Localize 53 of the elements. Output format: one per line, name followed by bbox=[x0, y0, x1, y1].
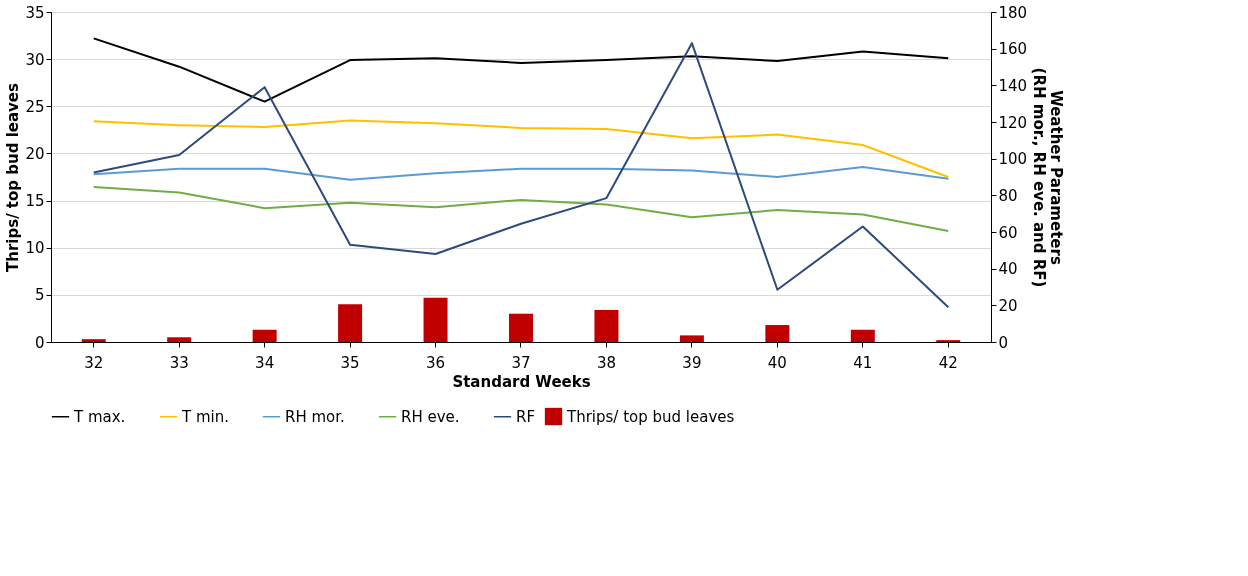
x-tick-label: 39 bbox=[682, 353, 702, 372]
bar bbox=[167, 337, 192, 342]
x-tick-label: 34 bbox=[255, 353, 275, 372]
y2-tick-label: 0 bbox=[998, 333, 1009, 352]
legend-label: Thrips/ top bud leaves bbox=[566, 407, 735, 426]
x-tick-label: 40 bbox=[767, 353, 787, 372]
bar bbox=[252, 329, 277, 342]
x-tick-label: 38 bbox=[596, 353, 616, 372]
x-axis-title: Standard Weeks bbox=[452, 372, 591, 391]
y2-tick-label: 40 bbox=[998, 260, 1018, 279]
y-tick-label: 20 bbox=[25, 144, 45, 163]
x-tick-label: 32 bbox=[84, 353, 104, 372]
y-tick-label: 30 bbox=[25, 50, 45, 69]
y2-axis-title: Weather Parameters (RH mor., RH eve. and RF) bbox=[1030, 67, 1066, 288]
y-tick-label: 0 bbox=[34, 333, 45, 352]
x-tick-label: 36 bbox=[426, 353, 446, 372]
y-tick-label: 15 bbox=[25, 192, 45, 211]
bar bbox=[509, 313, 533, 342]
line-series bbox=[92, 165, 950, 181]
bar bbox=[765, 325, 790, 342]
legend-label: RH mor. bbox=[285, 407, 345, 426]
line-series bbox=[92, 42, 950, 309]
y-tick-label: 10 bbox=[25, 239, 45, 258]
line-series bbox=[92, 119, 950, 178]
bar bbox=[850, 329, 875, 342]
bar bbox=[594, 309, 619, 342]
legend-label: T min. bbox=[181, 407, 229, 426]
y2-tick-label: 80 bbox=[998, 186, 1018, 205]
y2-tick-label: 60 bbox=[998, 223, 1018, 242]
legend-label: RH eve. bbox=[401, 407, 460, 426]
y2-tick-label: 140 bbox=[998, 76, 1028, 95]
y-tick-label: 25 bbox=[25, 97, 45, 116]
legend-label: RF bbox=[516, 407, 536, 426]
line-series bbox=[92, 37, 950, 103]
x-tick-label: 41 bbox=[853, 353, 873, 372]
y2-tick-label: 100 bbox=[998, 150, 1028, 169]
y-axis-title: Thrips/ top bud leaves bbox=[4, 82, 23, 272]
x-tick-label: 35 bbox=[340, 353, 360, 372]
bar bbox=[338, 304, 363, 342]
y-tick-label: 35 bbox=[25, 3, 45, 22]
y2-tick-label: 120 bbox=[998, 113, 1028, 132]
x-tick-label: 37 bbox=[511, 353, 531, 372]
bar bbox=[679, 335, 704, 342]
line-series bbox=[92, 186, 950, 233]
bar bbox=[81, 339, 106, 342]
x-tick-label: 33 bbox=[169, 353, 189, 372]
legend-label: T max. bbox=[73, 407, 126, 426]
bar bbox=[423, 297, 448, 342]
y2-tick-label: 20 bbox=[998, 296, 1018, 315]
y-tick-label: 5 bbox=[34, 286, 45, 305]
y2-tick-label: 160 bbox=[998, 40, 1028, 59]
y2-tick-label: 180 bbox=[998, 3, 1028, 22]
x-tick-label: 42 bbox=[938, 353, 958, 372]
